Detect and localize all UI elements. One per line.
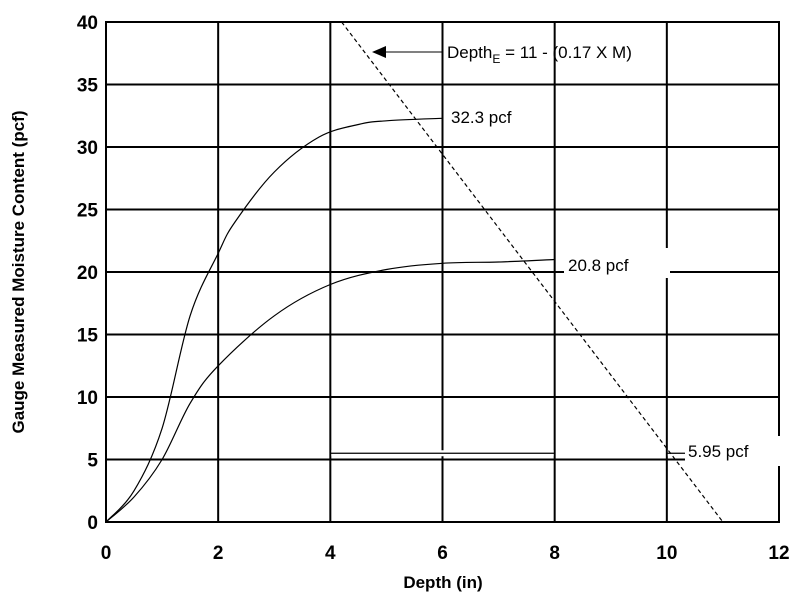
x-tick-label: 6 (437, 543, 448, 564)
y-axis-label: Gauge Measured Moisture Content (pcf) (9, 110, 28, 433)
x-tick-label: 12 (768, 543, 789, 564)
x-axis-label: Depth (in) (403, 573, 482, 592)
x-tick-labels: 0 2 4 6 8 10 12 (101, 543, 790, 564)
series-line-2 (105, 258, 555, 523)
y-tick-label: 25 (77, 201, 99, 222)
plot-frame (105, 21, 780, 523)
y-tick-label: 15 (77, 326, 99, 347)
label-high-group: 32.3 pcf (447, 100, 551, 130)
series-group (105, 21, 724, 523)
label-low-group: 5.95 pcf (685, 436, 783, 466)
series-line-1 (105, 117, 443, 523)
y-tick-label: 5 (87, 451, 98, 472)
y-tick-label: 0 (87, 513, 98, 534)
x-tick-label: 2 (213, 543, 224, 564)
label-mid: 20.8 pcf (568, 256, 629, 275)
x-tick-label: 10 (656, 543, 677, 564)
label-mid-group: 20.8 pcf (564, 248, 670, 278)
y-tick-label: 40 (77, 13, 98, 34)
grid-lines (105, 21, 780, 523)
y-tick-label: 35 (77, 76, 99, 97)
x-tick-label: 0 (101, 543, 112, 564)
y-tick-labels: 0 5 10 15 20 25 30 35 40 (77, 13, 99, 534)
equation-text: DepthE = 11 - (0.17 X M) (447, 43, 632, 66)
x-tick-label: 8 (549, 543, 560, 564)
y-tick-label: 20 (77, 263, 98, 284)
label-low: 5.95 pcf (688, 442, 749, 461)
y-tick-label: 10 (77, 388, 98, 409)
y-tick-label: 30 (77, 138, 98, 159)
label-high: 32.3 pcf (451, 108, 512, 127)
x-tick-label: 4 (325, 543, 336, 564)
arrow-head-icon (372, 46, 386, 58)
equation-annotation: DepthE = 11 - (0.17 X M) (372, 43, 632, 66)
